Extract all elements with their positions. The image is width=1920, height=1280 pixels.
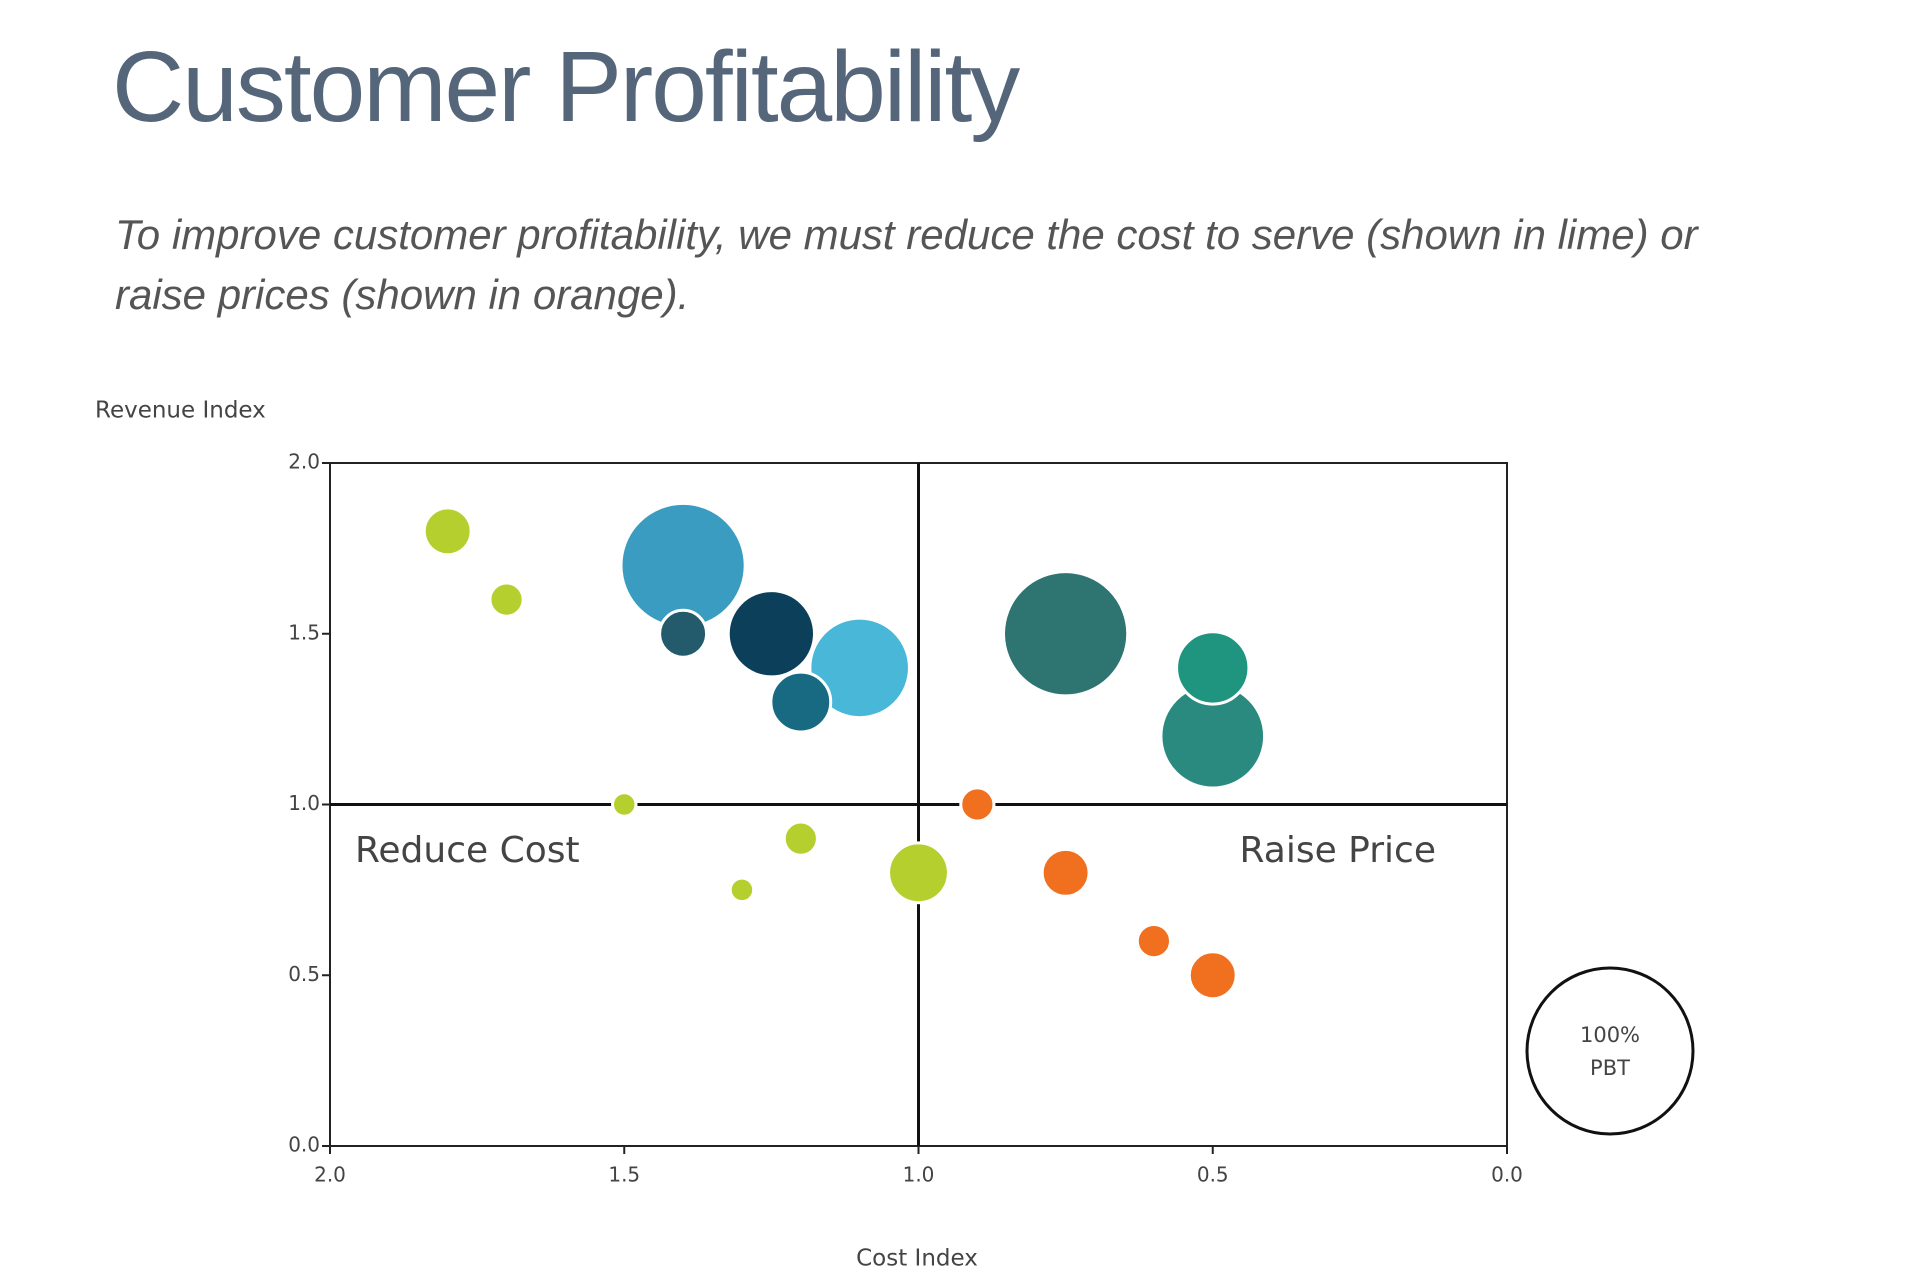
bubble: [1187, 950, 1238, 1001]
y-tick-label: 1.5: [288, 620, 320, 644]
size-legend-label: 100%: [1580, 1023, 1640, 1047]
annotation: Reduce Cost: [355, 830, 580, 871]
y-axis-label: Revenue Index: [95, 398, 266, 424]
bubble: [488, 581, 525, 618]
chart-title: Customer Profitability: [112, 31, 1020, 143]
bubble: [422, 506, 473, 557]
size-legend-caption: PBT: [1590, 1056, 1630, 1080]
bubble: [728, 876, 756, 904]
bubble: [1175, 630, 1251, 706]
bubble: [959, 786, 996, 823]
bubble: [1040, 847, 1091, 898]
annotation: Raise Price: [1240, 830, 1436, 871]
y-tick-label: 0.5: [288, 962, 320, 986]
x-tick-label: 2.0: [314, 1163, 346, 1187]
bubble: [658, 608, 709, 659]
bubble: [769, 670, 833, 734]
x-tick-label: 1.0: [903, 1163, 935, 1187]
x-tick-label: 1.5: [608, 1163, 640, 1187]
bubble: [808, 616, 911, 720]
y-tick-label: 1.0: [288, 791, 320, 815]
x-tick-label: 0.5: [1197, 1163, 1229, 1187]
x-tick-label: 0.0: [1491, 1163, 1523, 1187]
bubble: [782, 820, 819, 857]
y-tick-label: 0.0: [288, 1133, 320, 1157]
bubble: [611, 791, 638, 818]
bubble: [726, 589, 817, 679]
x-axis-label: Cost Index: [856, 1246, 978, 1272]
y-tick-label: 2.0: [288, 450, 320, 474]
size-legend-circle: [1525, 966, 1695, 1136]
bubble: [1135, 923, 1173, 960]
bubble: [887, 841, 950, 905]
chart-subtitle: To improve customer profitability, we mu…: [115, 211, 1698, 318]
bubble: [1002, 570, 1130, 698]
